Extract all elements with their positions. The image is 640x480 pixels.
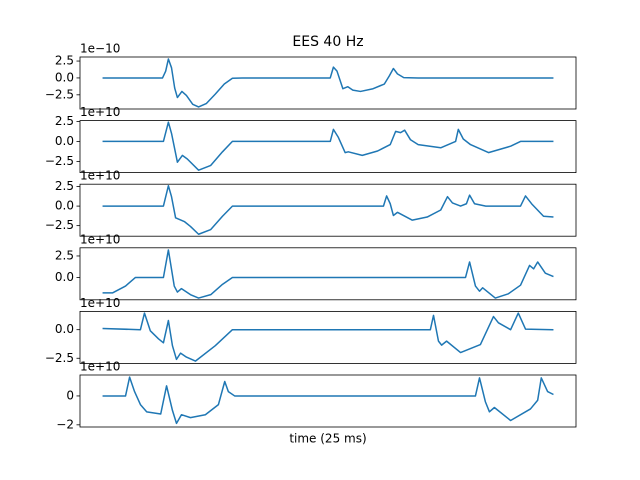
y-tick-label: 0.0 [55,70,74,84]
axes-frame [79,56,577,110]
line-series [102,185,554,235]
offset-label: 1e−10 [80,42,120,56]
y-tick-label: −2.5 [45,87,74,101]
y-tick-label: 2.5 [55,114,74,128]
y-tick-label: 0.0 [55,134,74,148]
y-tick-label: −2.5 [45,351,74,365]
axes-frame [79,120,577,173]
offset-label: 1e+10 [80,105,120,119]
axes-frame [79,310,577,364]
y-tick-label: 0.0 [55,199,74,213]
y-tick-label: −2.5 [45,218,74,232]
y-tick-label: −2 [56,417,74,431]
line-series [102,249,554,299]
axes-frame [79,183,577,237]
offset-label: 1e+10 [80,296,120,310]
y-tick-label: 0.0 [55,322,74,336]
axes-frame [79,247,577,301]
y-tick-label: 0.0 [55,270,74,284]
y-tick-label: 0 [66,388,74,402]
y-tick-label: 2.5 [55,179,74,193]
y-tick-label: 2.5 [55,248,74,262]
y-tick-label: −2.5 [45,154,74,168]
line-series [102,376,554,425]
line-series [102,121,554,171]
line-series [102,58,554,108]
x-axis-label: time (25 ms) [289,432,366,446]
offset-label: 1e+10 [80,232,120,246]
axes-frame [79,374,577,428]
chart-title: EES 40 Hz [292,34,363,50]
y-tick-label: 2.5 [55,54,74,68]
offset-label: 1e+10 [80,360,120,374]
line-series [102,312,554,362]
offset-label: 1e+10 [80,169,120,183]
